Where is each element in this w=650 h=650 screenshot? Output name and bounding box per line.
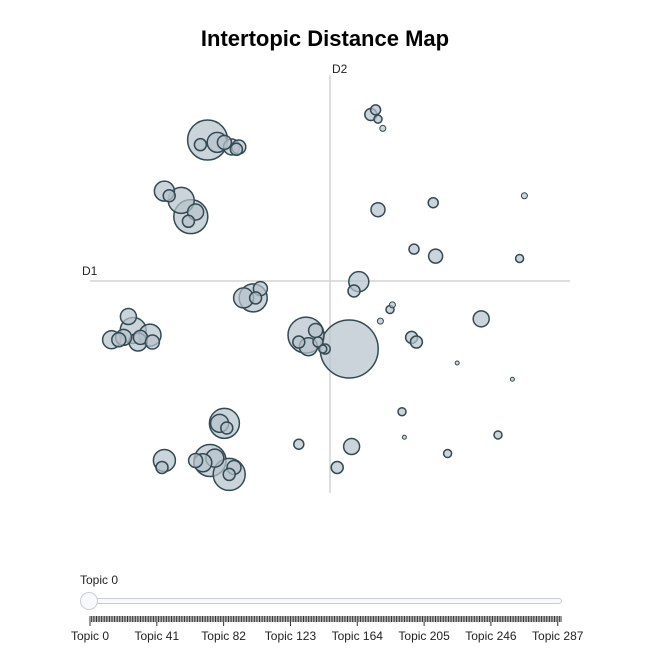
slider-tick-label: Topic 82 bbox=[201, 629, 246, 643]
topic-bubbles[interactable] bbox=[101, 104, 528, 492]
topic-bubble[interactable] bbox=[373, 114, 383, 124]
topic-bubble[interactable] bbox=[220, 421, 234, 435]
topic-bubble[interactable] bbox=[442, 448, 453, 459]
topic-slider-track[interactable] bbox=[90, 598, 562, 604]
topic-bubble[interactable] bbox=[370, 201, 386, 218]
d2-axis-label: D2 bbox=[332, 62, 348, 76]
topic-bubble[interactable] bbox=[111, 331, 127, 348]
topic-slider-handle[interactable] bbox=[80, 592, 98, 610]
topic-bubble[interactable] bbox=[222, 467, 236, 482]
topic-bubble[interactable] bbox=[401, 434, 407, 440]
topic-bubble[interactable] bbox=[379, 124, 387, 132]
topic-bubble[interactable] bbox=[330, 460, 344, 475]
topic-bubble[interactable] bbox=[376, 317, 384, 325]
topic-bubble[interactable] bbox=[509, 376, 515, 382]
slider-tick-label: Topic 0 bbox=[70, 629, 110, 643]
topic-bubble[interactable] bbox=[162, 189, 176, 203]
topic-scatter-plot[interactable] bbox=[0, 0, 650, 570]
slider-tick-label: Topic 246 bbox=[465, 629, 517, 643]
topic-bubble[interactable] bbox=[292, 335, 306, 349]
topic-bubble[interactable] bbox=[409, 335, 424, 349]
topic-bubble[interactable] bbox=[119, 307, 138, 326]
topic-bubble[interactable] bbox=[155, 460, 169, 475]
d1-axis-label: D1 bbox=[82, 264, 98, 278]
topic-bubble[interactable] bbox=[408, 243, 420, 255]
slider-tick-label: Topic 287 bbox=[532, 629, 584, 643]
topic-bubble[interactable] bbox=[293, 438, 305, 450]
topic-bubble[interactable] bbox=[187, 452, 204, 469]
topic-bubble[interactable] bbox=[514, 253, 525, 264]
topic-bubble[interactable] bbox=[193, 137, 208, 152]
slider-tick-label: Topic 205 bbox=[398, 629, 450, 643]
topic-bubble[interactable] bbox=[397, 406, 407, 417]
topic-bubble[interactable] bbox=[307, 322, 324, 339]
slider-tick-label: Topic 123 bbox=[264, 629, 317, 643]
slider-current-topic: Topic 0 bbox=[80, 573, 119, 587]
slider-tick-label: Topic 41 bbox=[134, 629, 180, 643]
topic-bubble[interactable] bbox=[520, 192, 528, 200]
topic-bubble[interactable] bbox=[369, 104, 382, 116]
topic-bubble[interactable] bbox=[454, 360, 460, 366]
topic-bubble[interactable] bbox=[472, 310, 490, 328]
topic-bubble[interactable] bbox=[427, 248, 444, 264]
topic-bubble[interactable] bbox=[144, 334, 161, 350]
topic-bubble[interactable] bbox=[427, 196, 439, 209]
topic-bubble[interactable] bbox=[248, 291, 263, 305]
topic-bubble[interactable] bbox=[347, 284, 361, 298]
topic-bubble[interactable] bbox=[388, 301, 396, 309]
topic-bubble[interactable] bbox=[216, 134, 233, 151]
chart-title: Intertopic Distance Map bbox=[200, 26, 450, 51]
topic-bubble[interactable] bbox=[312, 336, 324, 348]
topic-bubble[interactable] bbox=[493, 430, 503, 440]
topic-bubble[interactable] bbox=[229, 142, 244, 157]
topic-bubble[interactable] bbox=[181, 214, 196, 229]
slider-tick-label: Topic 164 bbox=[331, 629, 383, 643]
slider-ticks bbox=[89, 616, 562, 626]
topic-bubble[interactable] bbox=[342, 437, 361, 456]
topic-bubble[interactable] bbox=[318, 344, 328, 354]
